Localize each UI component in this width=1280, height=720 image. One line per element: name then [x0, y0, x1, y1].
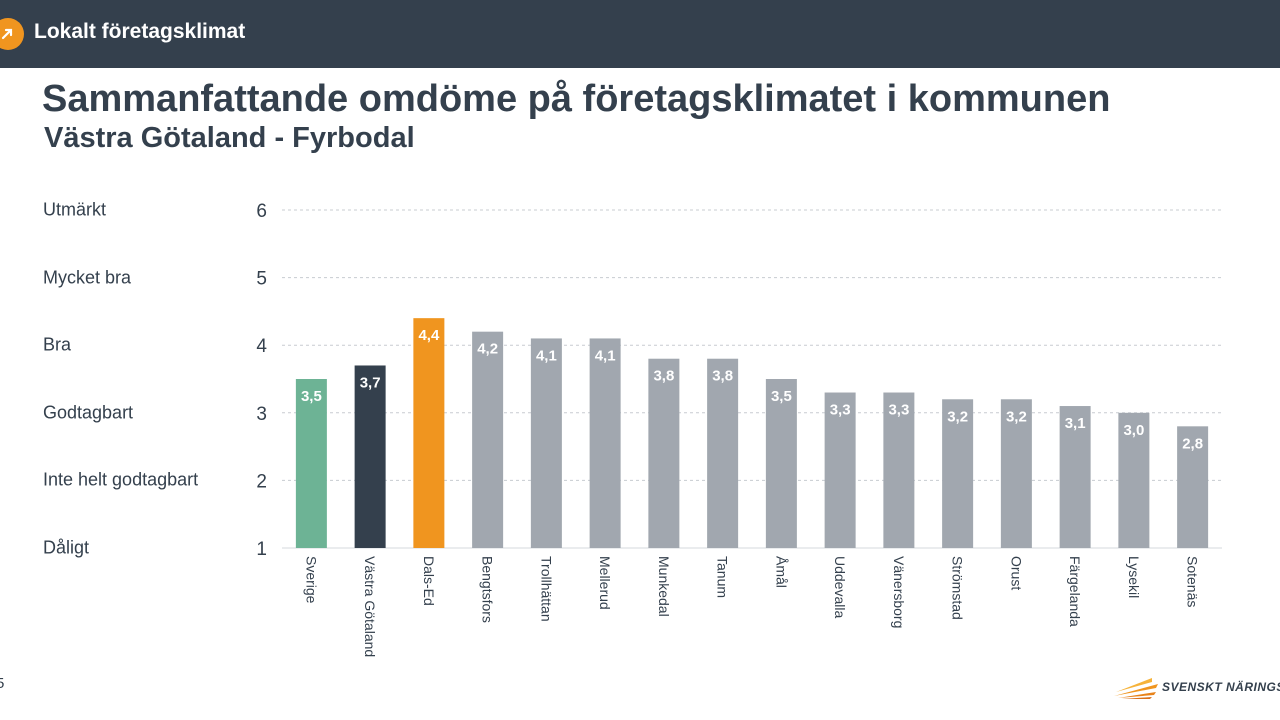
x-category-label: Dals-Ed: [421, 556, 437, 606]
bar-value-label: 3,0: [1123, 422, 1144, 439]
sun-rays-icon: [1114, 678, 1158, 699]
bar-value-label: 3,1: [1065, 415, 1086, 432]
bar-value-label: 3,5: [771, 388, 792, 405]
brand-name: SVENSKT NÄRINGSLI: [1162, 680, 1280, 694]
x-category-label: Vänersborg: [891, 556, 907, 628]
bar: [883, 392, 915, 548]
x-category-label: Strömstad: [950, 556, 966, 620]
bar: [472, 331, 504, 548]
x-category-label: Trollhättan: [538, 556, 554, 622]
bar-value-label: 3,5: [301, 388, 322, 405]
bar: [707, 358, 739, 548]
bar: [413, 318, 445, 548]
y-rating-label: Bra: [43, 334, 72, 355]
x-category-label: Tanum: [715, 556, 731, 598]
x-category-label: Färgelanda: [1067, 556, 1083, 627]
x-category-label: Orust: [1008, 556, 1024, 590]
x-category-label: Sverige: [303, 556, 319, 604]
bar: [1118, 412, 1150, 548]
bar: [530, 338, 562, 548]
bar: [824, 392, 856, 548]
y-tick-label: 1: [256, 539, 267, 560]
bar: [295, 379, 327, 548]
bar-value-label: 3,8: [712, 368, 733, 385]
x-category-label: Bengtsfors: [480, 556, 496, 623]
y-tick-label: 4: [256, 336, 267, 357]
arrow-icon: [1, 28, 13, 40]
bar: [589, 338, 621, 548]
x-category-label: Lysekil: [1126, 556, 1142, 598]
y-tick-label: 3: [256, 404, 267, 425]
bar-value-label: 3,2: [947, 408, 968, 425]
x-category-label: Munkedal: [656, 556, 672, 617]
bar-value-label: 3,8: [653, 368, 674, 385]
y-rating-label: Inte helt godtagbart: [43, 469, 199, 490]
page-number: 5: [0, 675, 5, 692]
bar-value-label: 3,3: [830, 402, 851, 419]
app-title: Lokalt företagsklimat: [34, 20, 246, 43]
header-bar: Lokalt företagsklimat: [0, 0, 1280, 68]
bar: [648, 358, 680, 548]
y-tick-label: 5: [256, 269, 267, 290]
x-category-label: Mellerud: [597, 556, 613, 610]
x-category-label: Uddevalla: [832, 556, 848, 618]
bar-value-label: 4,1: [536, 347, 557, 364]
bar-value-label: 4,2: [477, 341, 498, 358]
x-category-label: Åmål: [773, 556, 789, 588]
y-rating-label: Mycket bra: [43, 267, 132, 288]
bar-value-label: 2,8: [1182, 435, 1203, 452]
bar: [354, 365, 386, 548]
y-tick-label: 2: [256, 471, 267, 492]
bar: [942, 399, 974, 548]
bar: [1000, 399, 1032, 548]
bar-value-label: 3,2: [1006, 408, 1027, 425]
bar: [1059, 406, 1091, 548]
bar: [765, 379, 797, 548]
y-rating-label: Godtagbart: [43, 402, 134, 423]
brand-logo: SVENSKT NÄRINGSLI: [1112, 674, 1280, 700]
y-rating-label: Utmärkt: [43, 199, 106, 220]
bar-value-label: 4,1: [595, 347, 616, 364]
x-category-label: Västra Götaland: [362, 556, 378, 657]
bar-value-label: 3,3: [888, 402, 909, 419]
chart-title: Sammanfattande omdöme på företagsklimate…: [42, 78, 1111, 120]
x-category-label: Sotenäs: [1185, 556, 1201, 607]
bar: [1177, 426, 1209, 548]
y-rating-label: Dåligt: [43, 537, 90, 558]
bar-value-label: 4,4: [418, 327, 440, 344]
bar-value-label: 3,7: [360, 374, 381, 391]
y-tick-label: 6: [256, 201, 267, 222]
chart-subtitle: Västra Götaland - Fyrbodal: [44, 122, 415, 154]
